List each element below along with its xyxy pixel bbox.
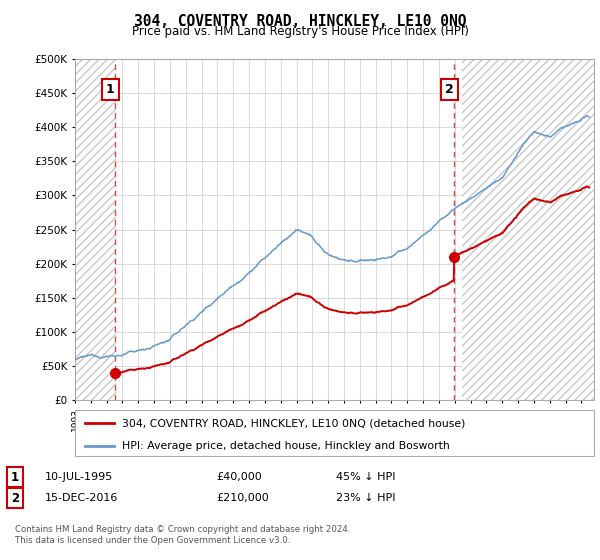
Text: £210,000: £210,000 bbox=[216, 493, 269, 503]
Text: 2: 2 bbox=[445, 83, 454, 96]
Text: 304, COVENTRY ROAD, HINCKLEY, LE10 0NQ (detached house): 304, COVENTRY ROAD, HINCKLEY, LE10 0NQ (… bbox=[122, 418, 465, 428]
Text: Price paid vs. HM Land Registry's House Price Index (HPI): Price paid vs. HM Land Registry's House … bbox=[131, 25, 469, 38]
Text: 15-DEC-2016: 15-DEC-2016 bbox=[45, 493, 118, 503]
Text: 23% ↓ HPI: 23% ↓ HPI bbox=[336, 493, 395, 503]
Text: 304, COVENTRY ROAD, HINCKLEY, LE10 0NQ: 304, COVENTRY ROAD, HINCKLEY, LE10 0NQ bbox=[134, 14, 466, 29]
Text: 1: 1 bbox=[11, 470, 19, 484]
Text: Contains HM Land Registry data © Crown copyright and database right 2024.
This d: Contains HM Land Registry data © Crown c… bbox=[15, 525, 350, 545]
Text: 2: 2 bbox=[11, 492, 19, 505]
Text: 45% ↓ HPI: 45% ↓ HPI bbox=[336, 472, 395, 482]
Text: HPI: Average price, detached house, Hinckley and Bosworth: HPI: Average price, detached house, Hinc… bbox=[122, 441, 449, 451]
Text: 10-JUL-1995: 10-JUL-1995 bbox=[45, 472, 113, 482]
Text: £40,000: £40,000 bbox=[216, 472, 262, 482]
Text: 1: 1 bbox=[106, 83, 115, 96]
